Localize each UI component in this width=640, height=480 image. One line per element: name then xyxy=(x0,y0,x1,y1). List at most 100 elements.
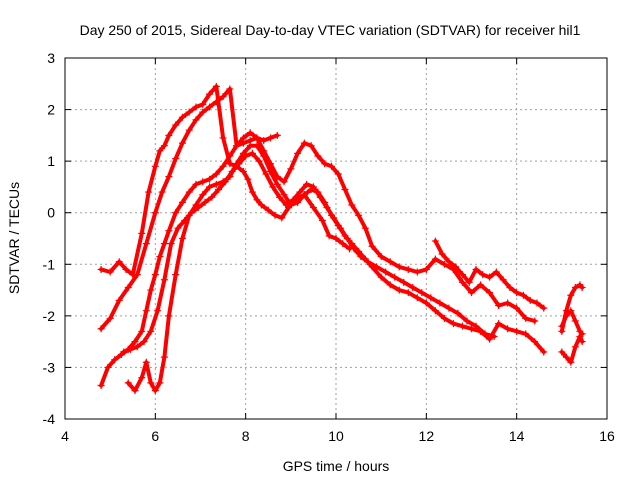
series-track-f xyxy=(431,237,548,312)
data-point xyxy=(192,180,200,188)
data-point xyxy=(314,152,322,160)
data-point xyxy=(418,289,426,297)
data-point xyxy=(309,183,317,191)
data-point xyxy=(422,265,430,273)
data-point xyxy=(506,283,514,291)
data-point xyxy=(111,356,119,364)
y-tick-label: -1 xyxy=(43,256,56,272)
data-point xyxy=(178,198,186,206)
x-tick-label: 12 xyxy=(419,428,435,444)
data-point xyxy=(165,131,173,139)
data-point xyxy=(440,314,448,322)
data-point xyxy=(97,381,105,389)
data-point xyxy=(323,204,331,212)
data-point xyxy=(192,103,200,111)
data-point xyxy=(160,240,168,248)
data-point xyxy=(404,265,412,273)
data-point xyxy=(219,134,227,142)
data-point xyxy=(495,302,503,310)
data-point xyxy=(463,317,471,325)
data-point xyxy=(468,289,475,297)
data-point xyxy=(395,286,403,294)
data-point xyxy=(479,271,487,279)
data-point xyxy=(382,268,390,276)
data-point xyxy=(504,325,512,333)
data-point xyxy=(178,139,186,147)
data-point xyxy=(97,325,105,333)
data-point xyxy=(158,188,166,196)
data-point xyxy=(495,320,503,328)
data-point xyxy=(142,307,150,315)
data-point xyxy=(294,198,302,206)
data-point xyxy=(165,227,173,235)
data-point xyxy=(192,116,200,124)
data-point xyxy=(373,263,381,271)
data-point xyxy=(355,211,363,219)
data-point xyxy=(138,374,146,382)
data-point xyxy=(239,134,247,142)
data-point xyxy=(122,265,130,273)
data-point xyxy=(531,317,539,325)
data-point xyxy=(140,338,148,346)
data-point xyxy=(400,278,408,286)
data-point xyxy=(341,186,349,194)
data-point xyxy=(156,253,164,261)
data-point xyxy=(343,235,351,242)
data-point xyxy=(452,263,460,271)
x-tick-label: 10 xyxy=(328,428,344,444)
x-tick-label: 16 xyxy=(599,428,615,444)
data-point xyxy=(257,201,265,209)
data-point xyxy=(226,85,234,93)
data-point xyxy=(151,387,159,395)
x-tick-label: 8 xyxy=(242,428,250,444)
data-point xyxy=(219,162,227,170)
data-point xyxy=(339,240,347,248)
data-point xyxy=(438,250,446,258)
data-point xyxy=(246,142,254,150)
data-series xyxy=(97,82,586,395)
data-point xyxy=(472,322,480,330)
x-tick-label: 4 xyxy=(61,428,69,444)
x-tick-label: 14 xyxy=(509,428,525,444)
y-tick-label: 0 xyxy=(47,205,55,221)
data-point xyxy=(215,186,223,194)
data-point xyxy=(174,224,182,232)
y-tick-label: 3 xyxy=(47,50,55,66)
data-point xyxy=(526,296,534,304)
data-point xyxy=(131,387,139,395)
data-point xyxy=(458,322,466,330)
data-point xyxy=(172,271,180,279)
data-point xyxy=(289,196,297,204)
data-point xyxy=(303,180,311,188)
data-point xyxy=(531,338,539,346)
data-point xyxy=(165,312,173,320)
data-point xyxy=(364,258,372,266)
data-point xyxy=(404,289,412,297)
data-point xyxy=(578,330,586,338)
data-point xyxy=(269,183,277,191)
data-point xyxy=(178,235,186,242)
data-point xyxy=(445,258,453,266)
data-point xyxy=(160,142,168,150)
data-point xyxy=(124,283,132,291)
data-point xyxy=(458,278,466,286)
data-point xyxy=(181,216,189,224)
data-point xyxy=(242,152,250,160)
data-point xyxy=(427,294,435,302)
data-point xyxy=(165,173,173,181)
data-point xyxy=(504,299,512,307)
data-point xyxy=(578,283,586,291)
data-point xyxy=(327,162,335,170)
data-point xyxy=(486,273,494,281)
data-point xyxy=(454,309,462,317)
data-point xyxy=(160,276,168,284)
data-point xyxy=(206,103,214,111)
data-point xyxy=(255,157,263,165)
data-point xyxy=(350,245,358,253)
series-track-g xyxy=(558,332,586,366)
data-point xyxy=(248,149,256,157)
data-point xyxy=(481,330,489,338)
data-point xyxy=(246,129,254,137)
data-point xyxy=(499,276,507,284)
